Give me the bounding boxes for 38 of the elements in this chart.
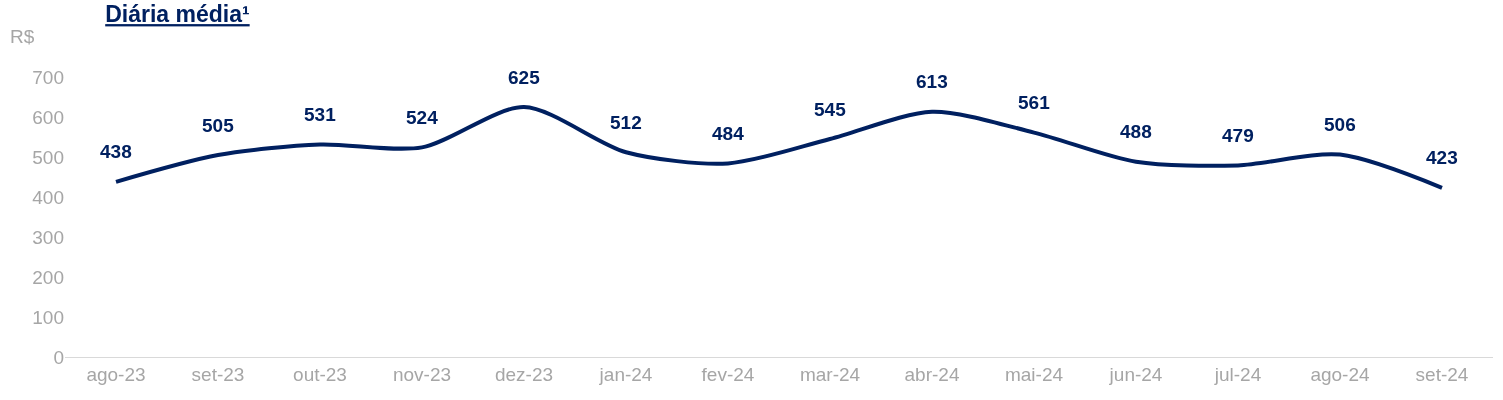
x-tick-label: out-23 <box>293 363 347 385</box>
data-label: 506 <box>1324 114 1356 135</box>
data-label: 561 <box>1018 92 1051 113</box>
data-label: 524 <box>406 107 439 128</box>
x-tick-label: set-24 <box>1415 363 1469 385</box>
x-tick-label: ago-23 <box>86 363 146 385</box>
data-label: 613 <box>916 71 948 92</box>
x-tick-label: abr-24 <box>904 363 960 385</box>
y-tick-label: 0 <box>53 346 64 368</box>
x-tick-label: jan-24 <box>598 363 653 385</box>
data-label: 545 <box>814 99 847 120</box>
y-tick-label: 200 <box>32 266 64 288</box>
x-tick-label: jul-24 <box>1213 363 1262 385</box>
data-label: 488 <box>1120 121 1152 142</box>
x-tick-label: dez-23 <box>494 363 554 385</box>
data-label: 531 <box>304 104 337 125</box>
x-tick-label: mai-24 <box>1004 363 1064 385</box>
x-tick-label: set-23 <box>191 363 245 385</box>
y-tick-label: 300 <box>32 226 64 248</box>
data-label: 423 <box>1426 147 1458 168</box>
y-tick-label: 600 <box>32 106 64 128</box>
chart-title: Diária média¹ <box>105 1 250 28</box>
data-label: 438 <box>100 141 132 162</box>
x-tick-label: jun-24 <box>1108 363 1163 385</box>
x-tick-label: fev-24 <box>701 363 755 385</box>
y-tick-label: 400 <box>32 186 64 208</box>
x-tick-label: mar-24 <box>799 363 861 385</box>
x-tick-label: nov-23 <box>392 363 452 385</box>
data-label: 479 <box>1222 125 1254 146</box>
y-tick-label: 500 <box>32 146 64 168</box>
data-label: 512 <box>610 112 642 133</box>
y-tick-label: 100 <box>32 306 64 328</box>
y-tick-label: 700 <box>32 66 64 88</box>
data-label: 505 <box>202 115 235 136</box>
data-label: 625 <box>508 67 541 88</box>
x-tick-label: ago-24 <box>1310 363 1371 385</box>
data-label: 484 <box>712 123 745 144</box>
y-axis-title: R$ <box>10 26 35 47</box>
